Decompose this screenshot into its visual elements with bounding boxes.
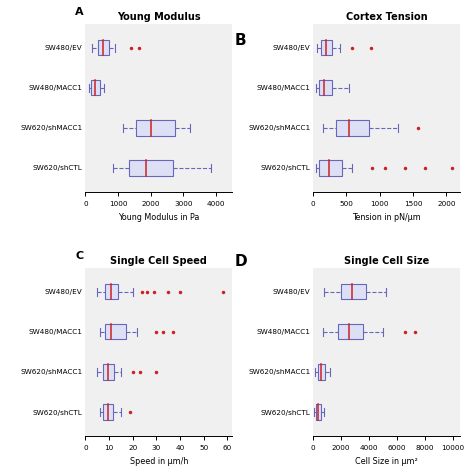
Bar	[318, 365, 325, 380]
Text: D: D	[235, 254, 247, 269]
Bar	[319, 160, 342, 175]
Bar	[105, 284, 118, 300]
Text: C: C	[76, 251, 84, 261]
X-axis label: Young Modulus in Pa: Young Modulus in Pa	[118, 213, 200, 222]
Bar	[91, 80, 100, 95]
Bar	[316, 404, 321, 419]
Text: B: B	[235, 33, 246, 48]
X-axis label: Tension in pN/μm: Tension in pN/μm	[352, 213, 421, 222]
Bar	[105, 324, 126, 339]
Bar	[319, 80, 332, 95]
X-axis label: Cell Size in μm²: Cell Size in μm²	[355, 456, 418, 465]
Title: Single Cell Speed: Single Cell Speed	[110, 255, 207, 265]
Title: Young Modulus: Young Modulus	[117, 11, 201, 21]
Text: A: A	[75, 7, 84, 17]
Bar	[103, 365, 114, 380]
Title: Single Cell Size: Single Cell Size	[344, 255, 429, 265]
Bar	[136, 120, 175, 136]
Bar	[129, 160, 173, 175]
Bar	[321, 40, 332, 55]
Bar	[336, 120, 369, 136]
Bar	[338, 324, 363, 339]
Title: Cortex Tension: Cortex Tension	[346, 11, 427, 21]
Bar	[103, 404, 112, 419]
X-axis label: Speed in μm/h: Speed in μm/h	[129, 456, 188, 465]
Bar	[98, 40, 109, 55]
Bar	[341, 284, 366, 300]
